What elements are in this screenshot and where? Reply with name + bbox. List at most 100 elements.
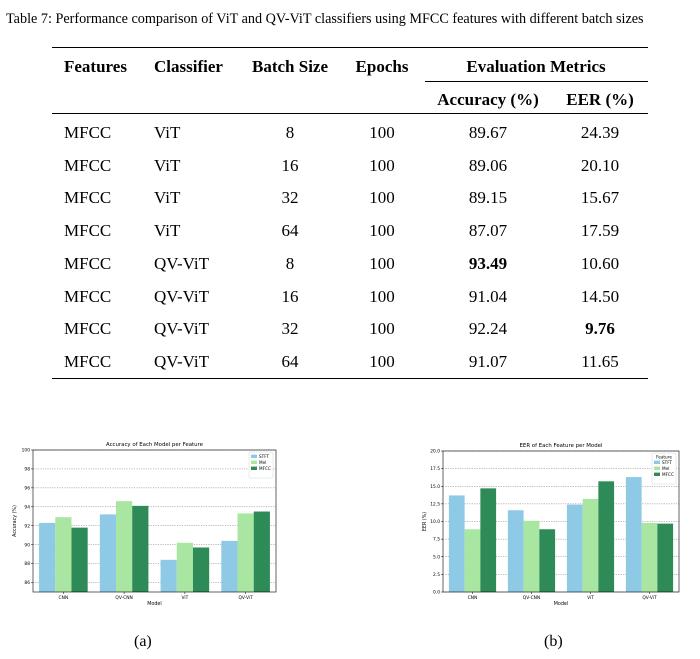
bar-mel-qv-vit bbox=[237, 513, 254, 592]
cell-batch-size: 64 bbox=[281, 351, 299, 371]
x-tick-label: QV-ViT bbox=[238, 595, 253, 601]
y-tick-label: 92 bbox=[24, 523, 30, 529]
y-tick-label: 2.5 bbox=[433, 572, 440, 578]
cell-classifier: ViT bbox=[154, 221, 181, 241]
header-epochs: Epochs bbox=[355, 57, 409, 76]
eer-chart: EER of Each Feature per Model 0.0 2.5 5.0 7.… bbox=[422, 443, 680, 607]
cell-features: MFCC bbox=[64, 155, 112, 175]
legend-label-mel: Mel bbox=[259, 460, 266, 465]
cell-accuracy: 89.67 bbox=[468, 123, 508, 142]
cell-batch-size: 8 bbox=[285, 123, 295, 142]
cell-features: MFCC bbox=[64, 253, 112, 273]
cell-accuracy: 91.07 bbox=[468, 351, 508, 371]
y-tick-label: 0.0 bbox=[433, 590, 440, 596]
subfigure-label-b: (b) bbox=[544, 633, 563, 650]
cell-features: MFCC bbox=[64, 319, 112, 339]
bar-stft-vit bbox=[160, 559, 177, 592]
y-tick-label: 98 bbox=[24, 467, 30, 473]
cell-epochs: 100 bbox=[369, 188, 395, 208]
cell-features: MFCC bbox=[64, 286, 112, 306]
legend-box bbox=[248, 451, 274, 479]
cell-eer: 14.50 bbox=[580, 286, 620, 306]
caption-prefix: Table 7: bbox=[6, 11, 52, 27]
cell-epochs: 100 bbox=[369, 253, 395, 273]
bar-mel-qv-cnn bbox=[523, 520, 540, 592]
legend-swatch-stft bbox=[654, 460, 660, 464]
y-axis-label: Accuracy (%) bbox=[12, 505, 18, 537]
cell-features: MFCC bbox=[64, 221, 112, 241]
cell-epochs: 100 bbox=[369, 221, 395, 241]
cell-accuracy: 93.49 bbox=[468, 253, 508, 273]
bar-stft-qv-cnn bbox=[99, 514, 117, 592]
accuracy-chart: Accuracy of Each Model per Feature 86 88 90… bbox=[12, 442, 277, 607]
cell-eer: 10.60 bbox=[580, 253, 620, 273]
metrics-underline bbox=[425, 81, 648, 82]
caption-text: Performance comparison of ViT and QV-ViT… bbox=[55, 11, 644, 27]
y-tick-label: 12.5 bbox=[430, 501, 440, 507]
header-classifier: Classifier bbox=[154, 57, 223, 76]
table-bottom-rule bbox=[52, 378, 648, 380]
y-tick-label: 100 bbox=[22, 448, 31, 454]
cell-classifier: QV-ViT bbox=[154, 319, 210, 339]
y-tick-label: 90 bbox=[24, 542, 30, 548]
cell-accuracy: 91.04 bbox=[468, 286, 508, 306]
bar-mel-vit bbox=[176, 542, 193, 592]
legend-swatch-stft bbox=[251, 454, 257, 458]
bar-mfcc-qv-cnn bbox=[132, 505, 149, 592]
cell-batch-size: 8 bbox=[285, 253, 295, 273]
cell-classifier: QV-ViT bbox=[154, 253, 210, 273]
legend-label-stft: STFT bbox=[662, 460, 673, 465]
legend-label-mfcc: MFCC bbox=[259, 466, 271, 471]
y-axis-label: EER (%) bbox=[422, 512, 428, 531]
cell-batch-size: 64 bbox=[281, 221, 299, 241]
bar-mfcc-vit bbox=[192, 547, 210, 592]
header-accuracy: Accuracy (%) bbox=[437, 90, 539, 109]
cell-epochs: 100 bbox=[369, 155, 395, 175]
cell-classifier: ViT bbox=[154, 188, 181, 208]
cell-classifier: ViT bbox=[154, 155, 181, 175]
cell-epochs: 100 bbox=[369, 123, 395, 142]
y-tick-label: 15.0 bbox=[430, 484, 440, 490]
x-tick-label: QV-CNN bbox=[523, 595, 540, 601]
bar-mel-cnn bbox=[464, 529, 481, 592]
table-header-rule bbox=[52, 113, 648, 114]
bar-stft-cnn bbox=[39, 522, 56, 592]
legend-label-mfcc: MFCC bbox=[662, 472, 674, 477]
bar-mfcc-qv-vit bbox=[657, 523, 674, 592]
legend-swatch-mfcc bbox=[654, 472, 660, 476]
plot-frame bbox=[32, 449, 277, 593]
y-tick-label: 88 bbox=[24, 561, 30, 567]
y-tick-label: 20.0 bbox=[430, 449, 440, 455]
y-tick-label: 10.0 bbox=[430, 519, 440, 525]
bar-stft-cnn bbox=[448, 495, 465, 592]
x-axis-label: Model bbox=[554, 601, 568, 607]
cell-eer: 20.10 bbox=[580, 155, 620, 175]
cell-batch-size: 16 bbox=[281, 155, 299, 175]
legend-swatch-mfcc bbox=[251, 466, 257, 470]
table-caption: Table 7: Performance comparison of ViT a… bbox=[6, 6, 696, 32]
bar-stft-qv-vit bbox=[221, 540, 238, 592]
cell-features: MFCC bbox=[64, 188, 112, 208]
header-batch-size: Batch Size bbox=[251, 57, 329, 76]
y-tick-label: 96 bbox=[24, 485, 30, 491]
cell-eer: 24.39 bbox=[580, 123, 620, 142]
bar-mfcc-vit bbox=[598, 481, 615, 592]
legend-swatch-mel bbox=[654, 466, 660, 470]
cell-accuracy: 89.15 bbox=[468, 188, 508, 208]
bar-mfcc-qv-cnn bbox=[539, 529, 556, 592]
bar-mel-qv-vit bbox=[641, 522, 658, 592]
x-tick-label: CNN bbox=[59, 595, 69, 601]
x-tick-label: ViT bbox=[181, 595, 188, 601]
x-axis-label: Model bbox=[147, 601, 161, 607]
legend-label-mel: Mel bbox=[662, 466, 669, 471]
legend-label-stft: STFT bbox=[259, 454, 270, 459]
x-tick-label: CNN bbox=[468, 595, 478, 601]
bar-stft-vit bbox=[566, 504, 583, 592]
cell-epochs: 100 bbox=[369, 286, 395, 306]
cell-accuracy: 89.06 bbox=[468, 155, 508, 175]
header-eer: EER (%) bbox=[566, 90, 634, 109]
cell-eer: 15.67 bbox=[580, 188, 620, 208]
cell-features: MFCC bbox=[64, 351, 112, 371]
